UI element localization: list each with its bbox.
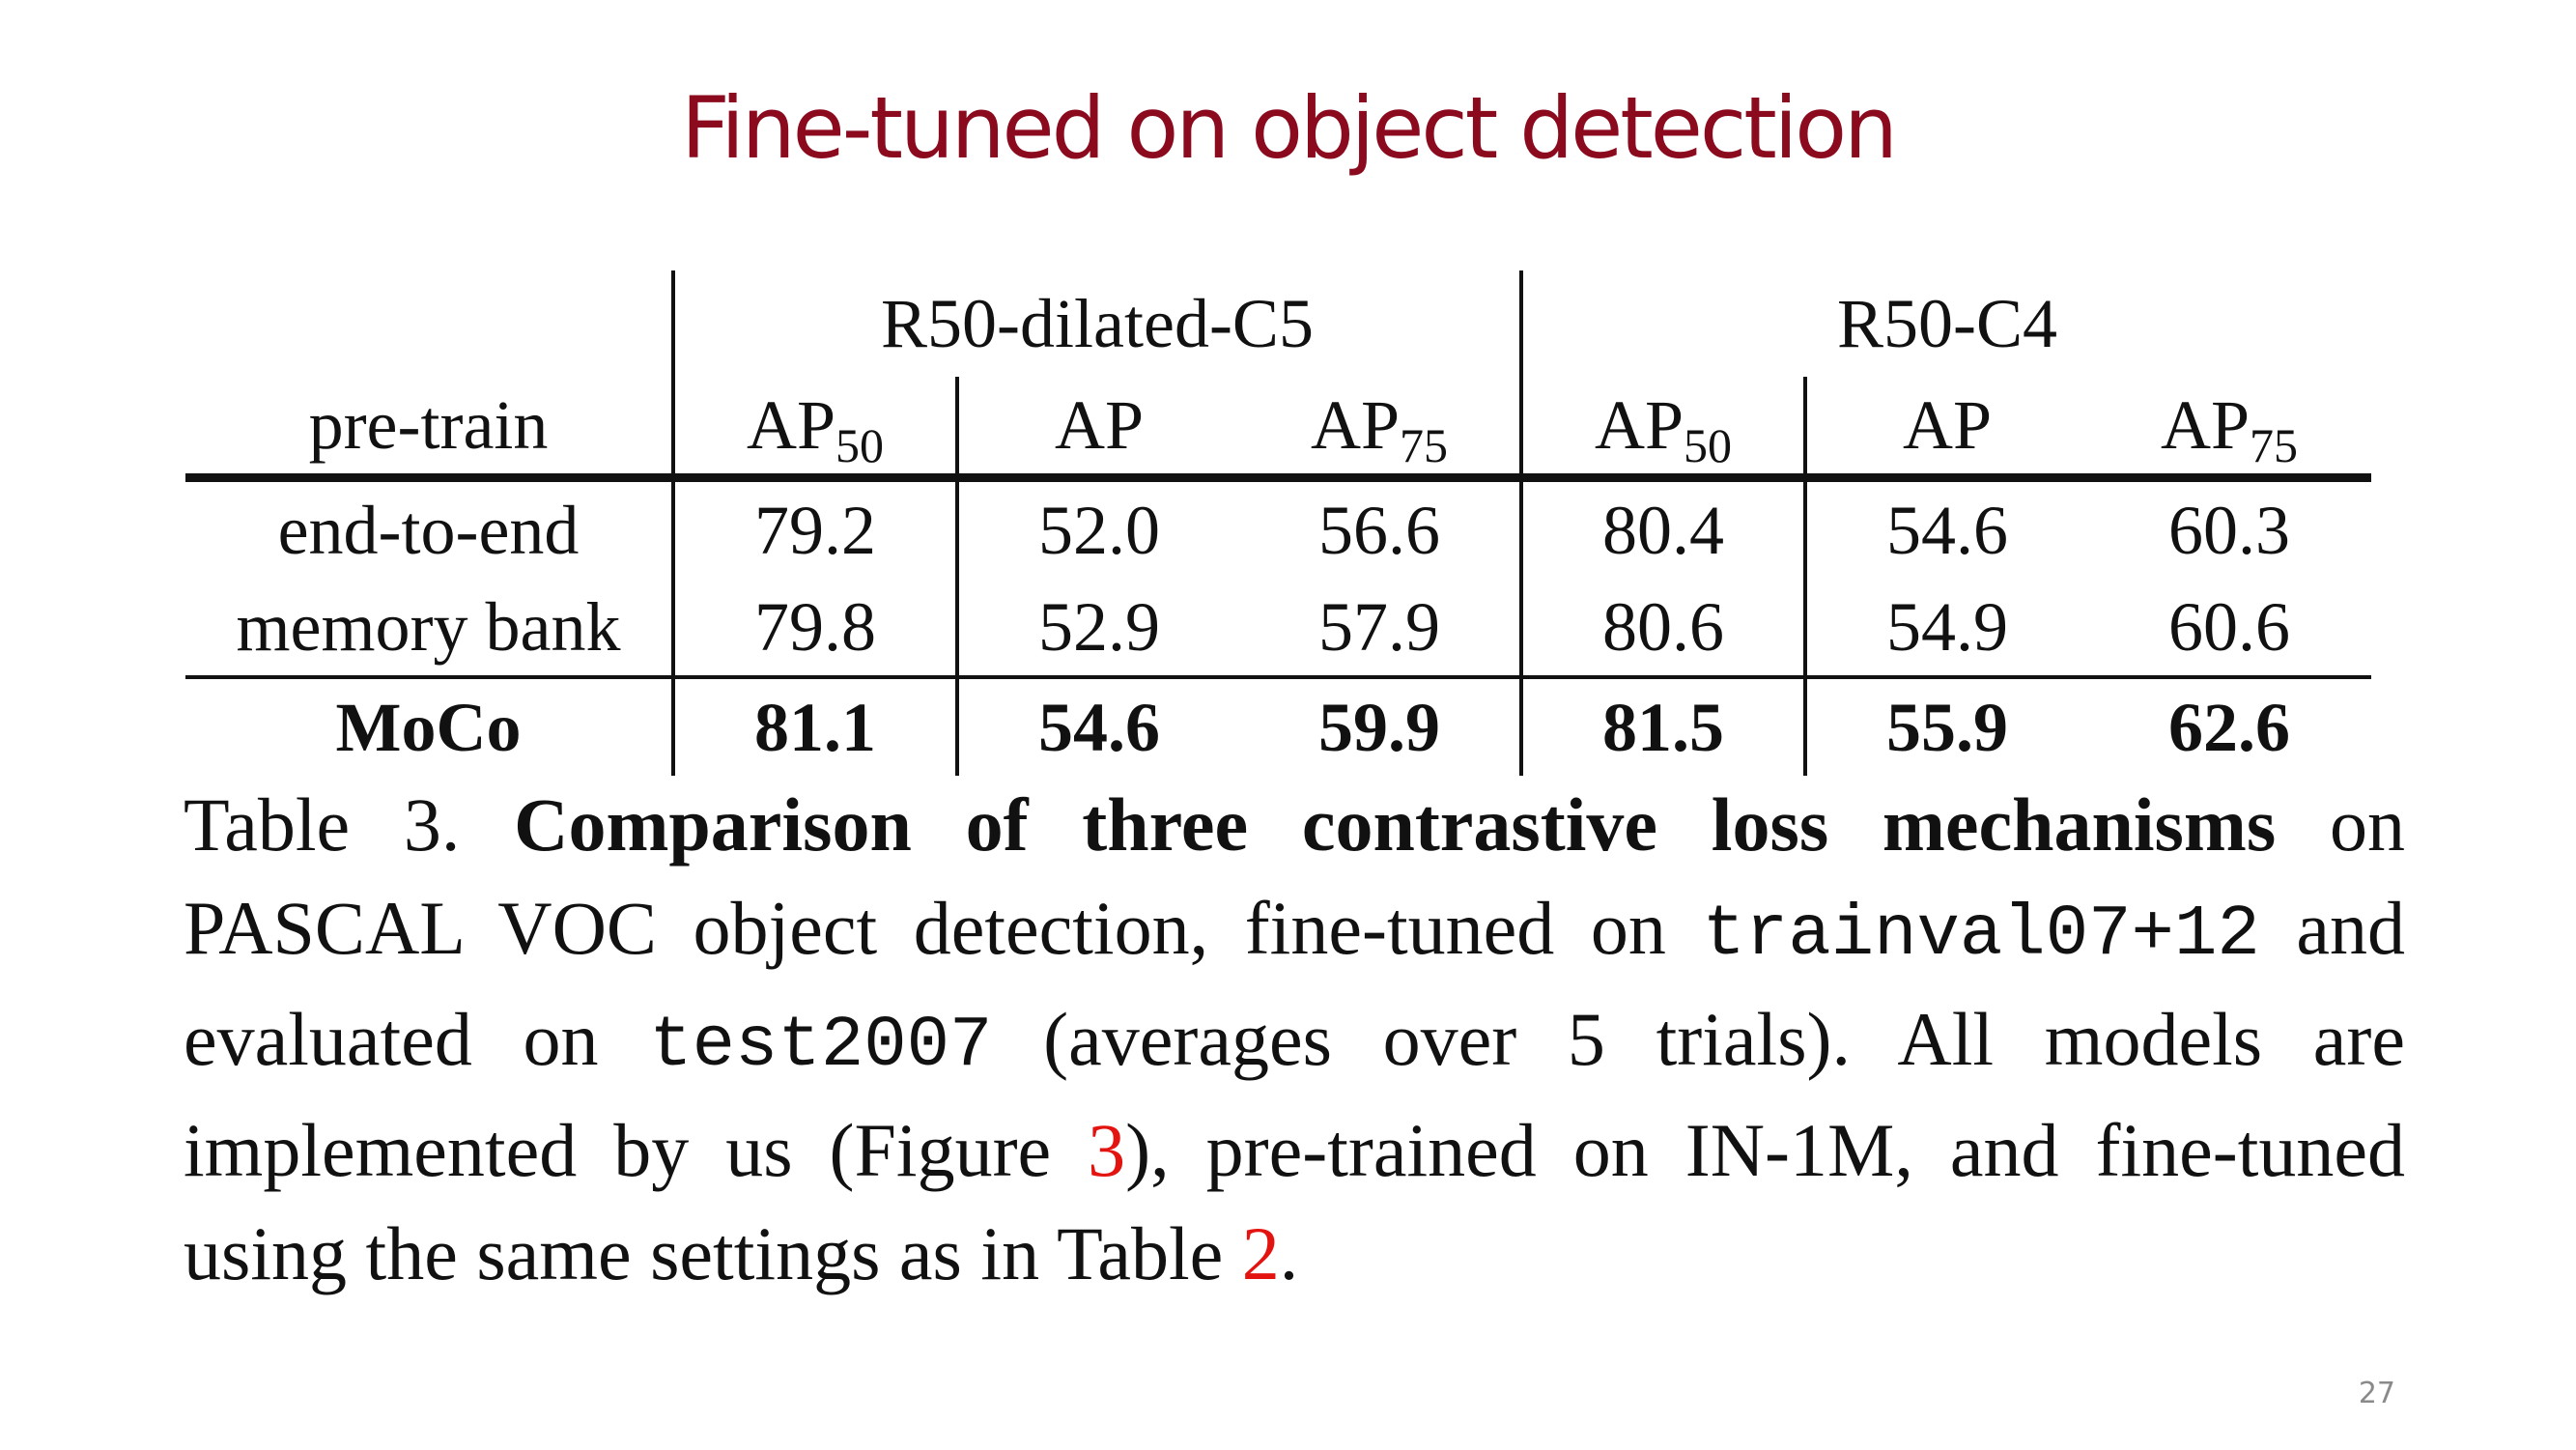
caption-text: ), pre-trained on IN-1M, and fine-tuned … (184, 1108, 2406, 1295)
table-cell: 52.9 (957, 579, 1239, 679)
header-metric-cell: AP50 (673, 377, 959, 482)
header-metric-cell: AP (957, 377, 1239, 482)
results-table: R50-dilated-C5 R50-C4 pre-train AP50 AP … (185, 270, 2371, 776)
caption-text: on PASCAL VOC object detection, fine-tun… (184, 782, 2405, 970)
metric-subscript: 50 (835, 418, 885, 472)
metric-subscript: 75 (1400, 418, 1449, 472)
table-cell: 60.3 (2168, 492, 2290, 569)
table-row-highlight: MoCo 81.1 54.6 59.9 81.5 55.9 62.6 (185, 677, 2371, 776)
metric-subscript: 50 (1684, 418, 1733, 472)
table-cell: 80.6 (1521, 579, 1807, 679)
slide-title: Fine-tuned on object detection (681, 78, 1898, 178)
table-cell: 62.6 (2168, 689, 2290, 766)
figure-reference-link[interactable]: 3 (1088, 1108, 1126, 1192)
metric-base: AP (2160, 386, 2250, 464)
table-cell: 54.9 (1805, 579, 2087, 679)
table-group-header-row: R50-dilated-C5 R50-C4 (185, 270, 2371, 377)
table-caption: Table 3. Comparison of three contrastive… (184, 773, 2405, 1305)
table-cell: 80.4 (1521, 477, 1807, 579)
row-label: memory bank (185, 579, 675, 679)
table-cell: 54.6 (1038, 689, 1160, 766)
table-cell: 79.2 (673, 477, 959, 579)
caption-bold-title: Comparison of three contrastive loss mec… (514, 782, 2277, 867)
row-label: end-to-end (185, 477, 675, 579)
caption-text: (averages over 5 trials). All models are… (184, 997, 2405, 1192)
table-cell: 81.1 (673, 677, 959, 776)
table-cell: 52.0 (1038, 492, 1160, 569)
page-number: 27 (2358, 1377, 2395, 1410)
group-header-r50-dilated-c5: R50-dilated-C5 (673, 270, 1523, 377)
table-cell: 81.5 (1521, 677, 1807, 776)
header-metric-cell: AP75 (2087, 377, 2371, 482)
metric-subscript: 75 (2250, 418, 2299, 472)
table-corner-cell (185, 270, 675, 377)
table-cell: 54.6 (1886, 492, 2008, 569)
table-header-row: pre-train AP50 AP AP75 AP50 AP AP75 (185, 377, 2371, 482)
row-label: MoCo (185, 677, 675, 776)
header-pre-train: pre-train (185, 377, 675, 482)
table-cell: 57.9 (1239, 579, 1523, 679)
caption-mono-text: trainval07+12 (1702, 895, 2260, 976)
table-row: end-to-end 79.2 52.0 56.6 80.4 54.6 60.3 (185, 477, 2371, 579)
table-row: memory bank 79.8 52.9 57.9 80.6 54.9 60.… (185, 579, 2371, 679)
header-metric-cell: AP50 (1521, 377, 1807, 482)
metric-base: AP (1310, 386, 1401, 464)
table-cell: 79.8 (673, 579, 959, 679)
header-metric-cell: AP (1805, 377, 2087, 482)
results-table-container: R50-dilated-C5 R50-C4 pre-train AP50 AP … (185, 270, 2371, 776)
metric-base: AP (1902, 386, 1993, 464)
table-reference-link[interactable]: 2 (1241, 1211, 1280, 1295)
table-cell: 60.6 (2087, 579, 2371, 679)
table-cell: 55.9 (1886, 689, 2008, 766)
header-metric-cell: AP75 (1239, 377, 1523, 482)
metric-base: AP (746, 386, 836, 464)
metric-base: AP (1054, 386, 1145, 464)
caption-mono-text: test2007 (649, 1006, 993, 1087)
table-cell: 59.9 (1239, 677, 1523, 776)
table-cell: 56.6 (1239, 477, 1523, 579)
group-header-r50-c4: R50-C4 (1836, 285, 2058, 362)
caption-table-label: Table 3. (184, 782, 461, 867)
metric-base: AP (1594, 386, 1684, 464)
caption-text: and evaluated on (184, 886, 2406, 1081)
caption-text: . (1279, 1211, 1299, 1295)
